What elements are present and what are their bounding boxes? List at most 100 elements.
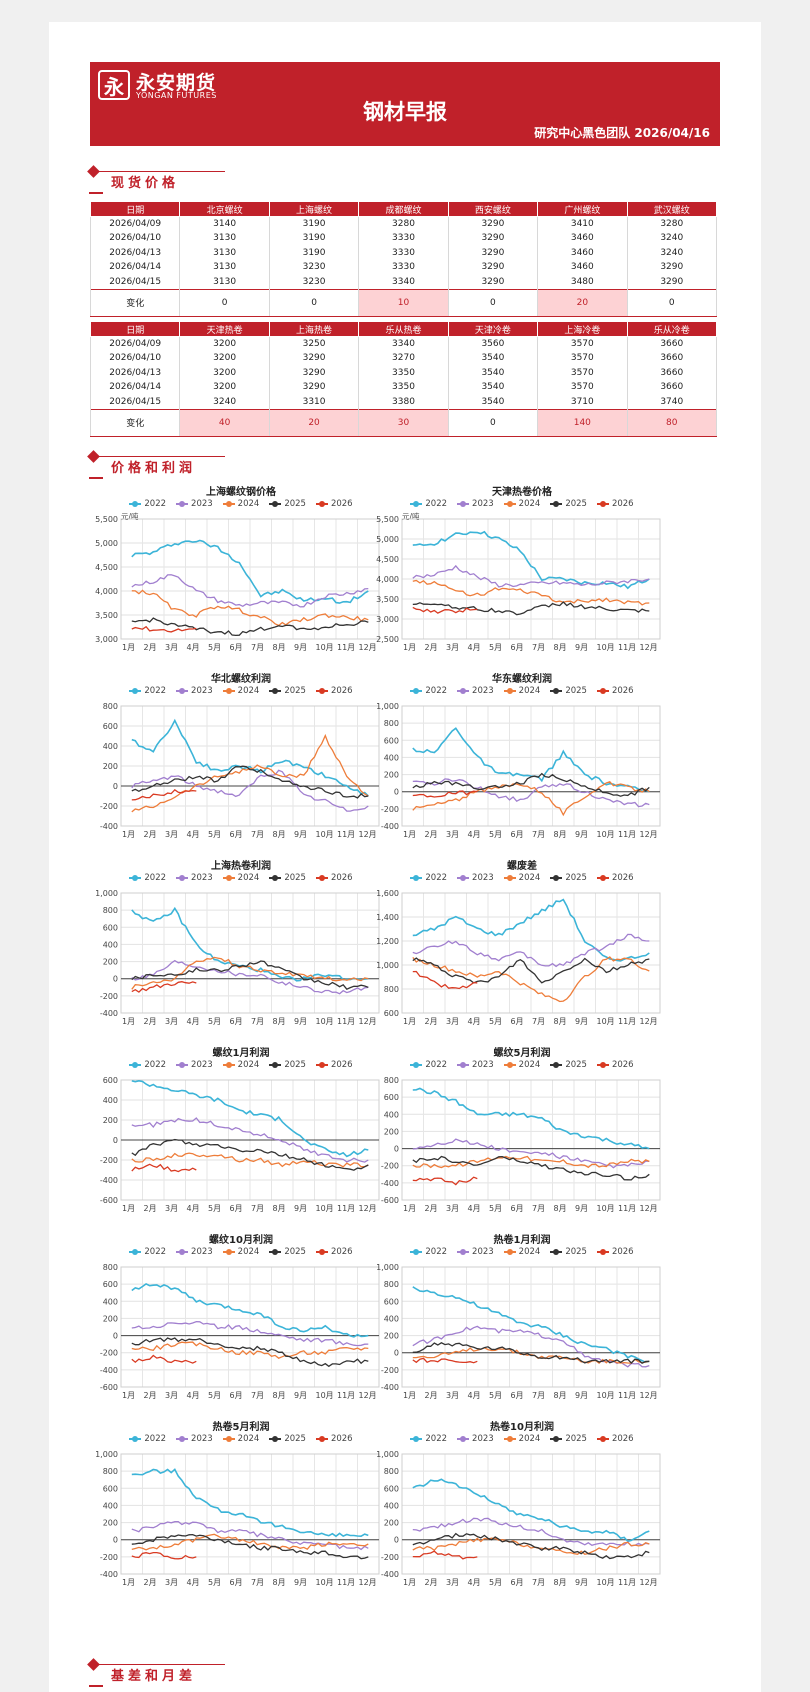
series-line-2023 <box>412 1138 650 1169</box>
x-tick-label: 1月 <box>122 1017 135 1026</box>
report-title: 钢材早报 <box>363 100 447 124</box>
x-tick-label: 3月 <box>446 1391 459 1400</box>
legend-marker-icon <box>503 1249 516 1255</box>
table-cell: 3480 <box>537 274 628 289</box>
table-cell: 3290 <box>268 351 360 366</box>
y-tick-label: 200 <box>103 958 118 967</box>
x-tick-label: 10月 <box>597 1578 615 1587</box>
table-cell: 3290 <box>447 260 539 275</box>
legend-marker-icon <box>457 688 470 694</box>
series-line-2023 <box>412 1325 650 1368</box>
series-line-2026 <box>131 1354 197 1364</box>
x-tick-label: 12月 <box>359 1017 377 1026</box>
y-tick-label: -200 <box>100 1553 118 1562</box>
legend-label: 2024 <box>518 1434 541 1444</box>
x-tick-label: 6月 <box>511 1391 524 1400</box>
column-header: 成都螺纹 <box>358 201 449 217</box>
y-tick-label: 800 <box>103 1263 118 1272</box>
y-tick-label: 200 <box>384 1519 399 1528</box>
diamond-icon <box>87 1658 100 1671</box>
legend-item: 2022 <box>410 686 447 696</box>
y-tick-label: 800 <box>103 906 118 915</box>
x-tick-label: 8月 <box>273 1391 286 1400</box>
company-name-cn: 永安期货 <box>136 72 217 94</box>
table-cell: 3130 <box>179 231 270 246</box>
table-cell: 2026/04/15 <box>89 274 181 289</box>
line-chart: 华北螺纹利润 2022 2023 2024 2025 2026 -400 -200 0 200 40… <box>91 670 391 860</box>
table-cell: 3330 <box>358 245 449 260</box>
x-tick-label: 1月 <box>122 1391 135 1400</box>
legend-label: 2022 <box>425 1247 448 1257</box>
x-tick-label: 4月 <box>187 1578 200 1587</box>
legend-item: 2024 <box>503 1434 541 1444</box>
x-tick-label: 7月 <box>532 1017 545 1026</box>
legend-item: 2026 <box>315 499 353 509</box>
legend-label: 2025 <box>565 499 587 509</box>
x-tick-label: 5月 <box>208 643 221 652</box>
x-tick-label: 2月 <box>425 1391 438 1400</box>
chart-title: 华北螺纹利润 <box>211 674 271 685</box>
chart-plot: -400 -200 0 200 400 600 800 1,000 1月 2月 3月 4月 5月 6月 7月… <box>95 1450 380 1587</box>
x-tick-label: 7月 <box>251 1578 264 1587</box>
legend-label: 2026 <box>330 873 353 883</box>
y-tick-label: -200 <box>100 992 118 1001</box>
y-tick-label: 3,500 <box>95 611 118 620</box>
chart-plot: -600 -400 -200 0 200 400 600 800 1月 2月 3月 4月 5月 6月 7月 8… <box>100 1263 380 1400</box>
legend-item: 2026 <box>596 499 634 509</box>
table-cell: 3270 <box>358 351 449 366</box>
series-line-2025 <box>131 617 369 637</box>
change-label: 变化 <box>89 288 181 317</box>
chart-legend: 2022 2023 2024 2025 2026 <box>372 1434 672 1444</box>
table-cell: 2026/04/09 <box>89 216 181 231</box>
rebar-spot-table: 日期 北京螺纹 上海螺纹 成都螺纹 西安螺纹 广州螺纹 武汉螺纹 2026/04/09 3140… <box>89 201 718 317</box>
chart-title: 热卷10月利润 <box>490 1422 554 1433</box>
table-cell: 3660 <box>626 380 718 395</box>
series-line-2025 <box>131 1533 369 1560</box>
legend-marker-icon <box>129 1062 142 1068</box>
series-line-2026 <box>131 788 197 801</box>
series-line-2023 <box>131 1117 369 1163</box>
legend-item: 2026 <box>315 686 353 696</box>
legend-item: 2023 <box>457 1060 494 1070</box>
x-tick-label: 9月 <box>575 1578 588 1587</box>
x-tick-label: 10月 <box>316 830 334 839</box>
legend-item: 2025 <box>550 1060 587 1070</box>
legend-marker-icon <box>503 1436 516 1442</box>
chart-title: 华东螺纹利润 <box>492 674 552 685</box>
table-row: 2026/04/10 3130 3190 3330 3290 3460 3240 <box>89 231 718 246</box>
x-tick-label: 7月 <box>251 1391 264 1400</box>
change-cell: 20 <box>537 288 628 317</box>
y-tick-label: 3,000 <box>376 615 399 624</box>
y-tick-label: -200 <box>381 1553 399 1562</box>
legend-item: 2025 <box>269 499 306 509</box>
x-tick-label: 2月 <box>144 1391 157 1400</box>
chart-legend: 2022 2023 2024 2025 2026 <box>91 686 391 696</box>
legend-marker-icon <box>315 1249 328 1255</box>
legend-label: 2026 <box>611 686 634 696</box>
x-tick-label: 2月 <box>144 1204 157 1213</box>
y-tick-label: -400 <box>381 1383 399 1392</box>
x-tick-label: 10月 <box>316 1391 334 1400</box>
legend-label: 2024 <box>518 1247 541 1257</box>
y-tick-label: 2,500 <box>376 635 399 644</box>
chart-title: 热卷1月利润 <box>493 1235 551 1246</box>
y-tick-label: 1,600 <box>376 889 399 898</box>
x-tick-label: 11月 <box>337 1204 355 1213</box>
x-tick-label: 11月 <box>618 830 636 839</box>
table-cell: 3130 <box>179 245 270 260</box>
legend-label: 2024 <box>237 1247 260 1257</box>
plot-frame <box>401 705 661 827</box>
chart-legend: 2022 2023 2024 2025 2026 <box>91 873 391 883</box>
legend-marker-icon <box>503 1062 516 1068</box>
legend-item: 2022 <box>410 873 447 883</box>
series-line-2025 <box>131 960 369 990</box>
x-tick-label: 5月 <box>489 1578 502 1587</box>
legend-marker-icon <box>457 875 470 881</box>
column-header: 乐从冷卷 <box>626 321 718 337</box>
table-cell: 2026/04/15 <box>89 394 181 409</box>
x-tick-label: 12月 <box>359 1391 377 1400</box>
legend-label: 2024 <box>518 1060 541 1070</box>
legend-marker-icon <box>269 501 282 507</box>
y-tick-label: -400 <box>100 1176 118 1185</box>
plot-frame <box>401 1079 661 1201</box>
